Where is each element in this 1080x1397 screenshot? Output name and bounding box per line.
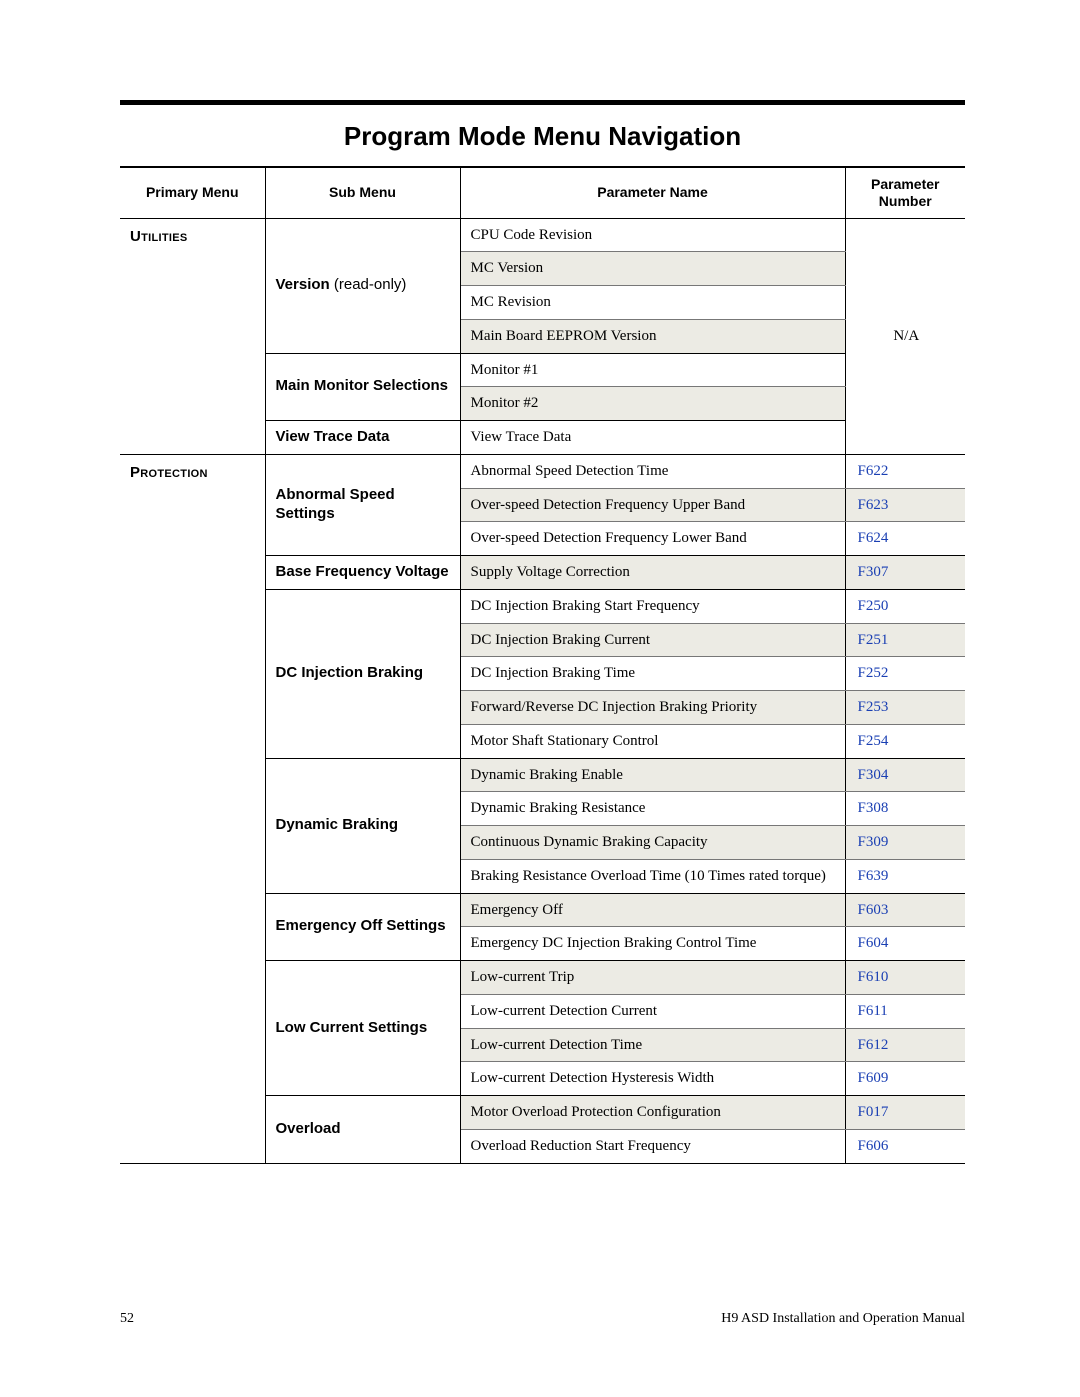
parameter-number-cell: F622 <box>845 454 965 488</box>
parameter-number-cell: F304 <box>845 758 965 792</box>
page-number: 52 <box>120 1311 134 1327</box>
parameter-number-cell: F609 <box>845 1062 965 1096</box>
parameter-name-cell: DC Injection Braking Current <box>460 623 845 657</box>
parameter-number-cell: F604 <box>845 927 965 961</box>
parameter-number-cell: F252 <box>845 657 965 691</box>
parameter-name-cell: Low-current Trip <box>460 961 845 995</box>
parameter-name-cell: Emergency Off <box>460 893 845 927</box>
parameter-name-cell: Supply Voltage Correction <box>460 556 845 590</box>
parameter-name-cell: Monitor #1 <box>460 353 845 387</box>
primary-menu-cell: Protection <box>120 454 265 1163</box>
parameter-name-cell: Forward/Reverse DC Injection Braking Pri… <box>460 691 845 725</box>
manual-title: H9 ASD Installation and Operation Manual <box>721 1311 965 1327</box>
parameter-name-cell: DC Injection Braking Time <box>460 657 845 691</box>
parameter-number-cell: F623 <box>845 488 965 522</box>
page-title: Program Mode Menu Navigation <box>120 105 965 167</box>
parameter-number-cell: N/A <box>845 218 965 454</box>
parameter-number-cell: F610 <box>845 961 965 995</box>
sub-menu-cell: Base Frequency Voltage <box>265 556 460 590</box>
parameter-name-cell: Motor Overload Protection Configuration <box>460 1096 845 1130</box>
primary-menu-cell: Utilities <box>120 218 265 454</box>
document-page: Program Mode Menu Navigation Primary Men… <box>0 0 1080 1397</box>
parameter-name-cell: MC Revision <box>460 286 845 320</box>
parameter-name-cell: MC Version <box>460 252 845 286</box>
parameter-name-cell: Continuous Dynamic Braking Capacity <box>460 826 845 860</box>
sub-menu-cell: Abnormal Speed Settings <box>265 454 460 555</box>
parameter-number-cell: F307 <box>845 556 965 590</box>
col-sub-menu: Sub Menu <box>265 168 460 219</box>
page-footer: 52 H9 ASD Installation and Operation Man… <box>120 1311 965 1327</box>
table-row: ProtectionAbnormal Speed SettingsAbnorma… <box>120 454 965 488</box>
parameter-name-cell: Braking Resistance Overload Time (10 Tim… <box>460 859 845 893</box>
parameter-number-cell: F606 <box>845 1129 965 1163</box>
col-parameter-number-label: Parameter Number <box>871 176 940 209</box>
parameter-name-cell: Low-current Detection Current <box>460 994 845 1028</box>
sub-menu-cell: DC Injection Braking <box>265 589 460 758</box>
col-primary-menu: Primary Menu <box>120 168 265 219</box>
parameter-number-cell: F603 <box>845 893 965 927</box>
sub-menu-cell: Overload <box>265 1096 460 1164</box>
parameter-name-cell: Over-speed Detection Frequency Lower Ban… <box>460 522 845 556</box>
parameter-name-cell: DC Injection Braking Start Frequency <box>460 589 845 623</box>
parameter-number-cell: F308 <box>845 792 965 826</box>
col-parameter-name: Parameter Name <box>460 168 845 219</box>
parameter-number-cell: F624 <box>845 522 965 556</box>
parameter-name-cell: Main Board EEPROM Version <box>460 319 845 353</box>
parameter-name-cell: Motor Shaft Stationary Control <box>460 724 845 758</box>
parameter-name-cell: Overload Reduction Start Frequency <box>460 1129 845 1163</box>
parameter-name-cell: Emergency DC Injection Braking Control T… <box>460 927 845 961</box>
parameter-name-cell: View Trace Data <box>460 421 845 455</box>
parameter-name-cell: CPU Code Revision <box>460 218 845 252</box>
table-row: UtilitiesVersion (read-only)CPU Code Rev… <box>120 218 965 252</box>
menu-navigation-table: Primary Menu Sub Menu Parameter Name Par… <box>120 167 965 1164</box>
parameter-number-cell: F017 <box>845 1096 965 1130</box>
parameter-name-cell: Dynamic Braking Enable <box>460 758 845 792</box>
parameter-name-cell: Abnormal Speed Detection Time <box>460 454 845 488</box>
parameter-number-cell: F253 <box>845 691 965 725</box>
sub-menu-cell: Dynamic Braking <box>265 758 460 893</box>
parameter-number-cell: F612 <box>845 1028 965 1062</box>
table-header-row: Primary Menu Sub Menu Parameter Name Par… <box>120 168 965 219</box>
col-parameter-number: Parameter Number <box>845 168 965 219</box>
sub-menu-cell: Emergency Off Settings <box>265 893 460 961</box>
parameter-name-cell: Dynamic Braking Resistance <box>460 792 845 826</box>
sub-menu-cell: Version (read-only) <box>265 218 460 353</box>
parameter-number-cell: F639 <box>845 859 965 893</box>
parameter-name-cell: Over-speed Detection Frequency Upper Ban… <box>460 488 845 522</box>
parameter-name-cell: Monitor #2 <box>460 387 845 421</box>
table-body: UtilitiesVersion (read-only)CPU Code Rev… <box>120 218 965 1163</box>
parameter-number-cell: F250 <box>845 589 965 623</box>
sub-menu-cell: Low Current Settings <box>265 961 460 1096</box>
parameter-number-cell: F254 <box>845 724 965 758</box>
parameter-number-cell: F309 <box>845 826 965 860</box>
parameter-number-cell: F251 <box>845 623 965 657</box>
sub-menu-cell: Main Monitor Selections <box>265 353 460 421</box>
parameter-name-cell: Low-current Detection Time <box>460 1028 845 1062</box>
parameter-name-cell: Low-current Detection Hysteresis Width <box>460 1062 845 1096</box>
parameter-number-cell: F611 <box>845 994 965 1028</box>
sub-menu-cell: View Trace Data <box>265 421 460 455</box>
